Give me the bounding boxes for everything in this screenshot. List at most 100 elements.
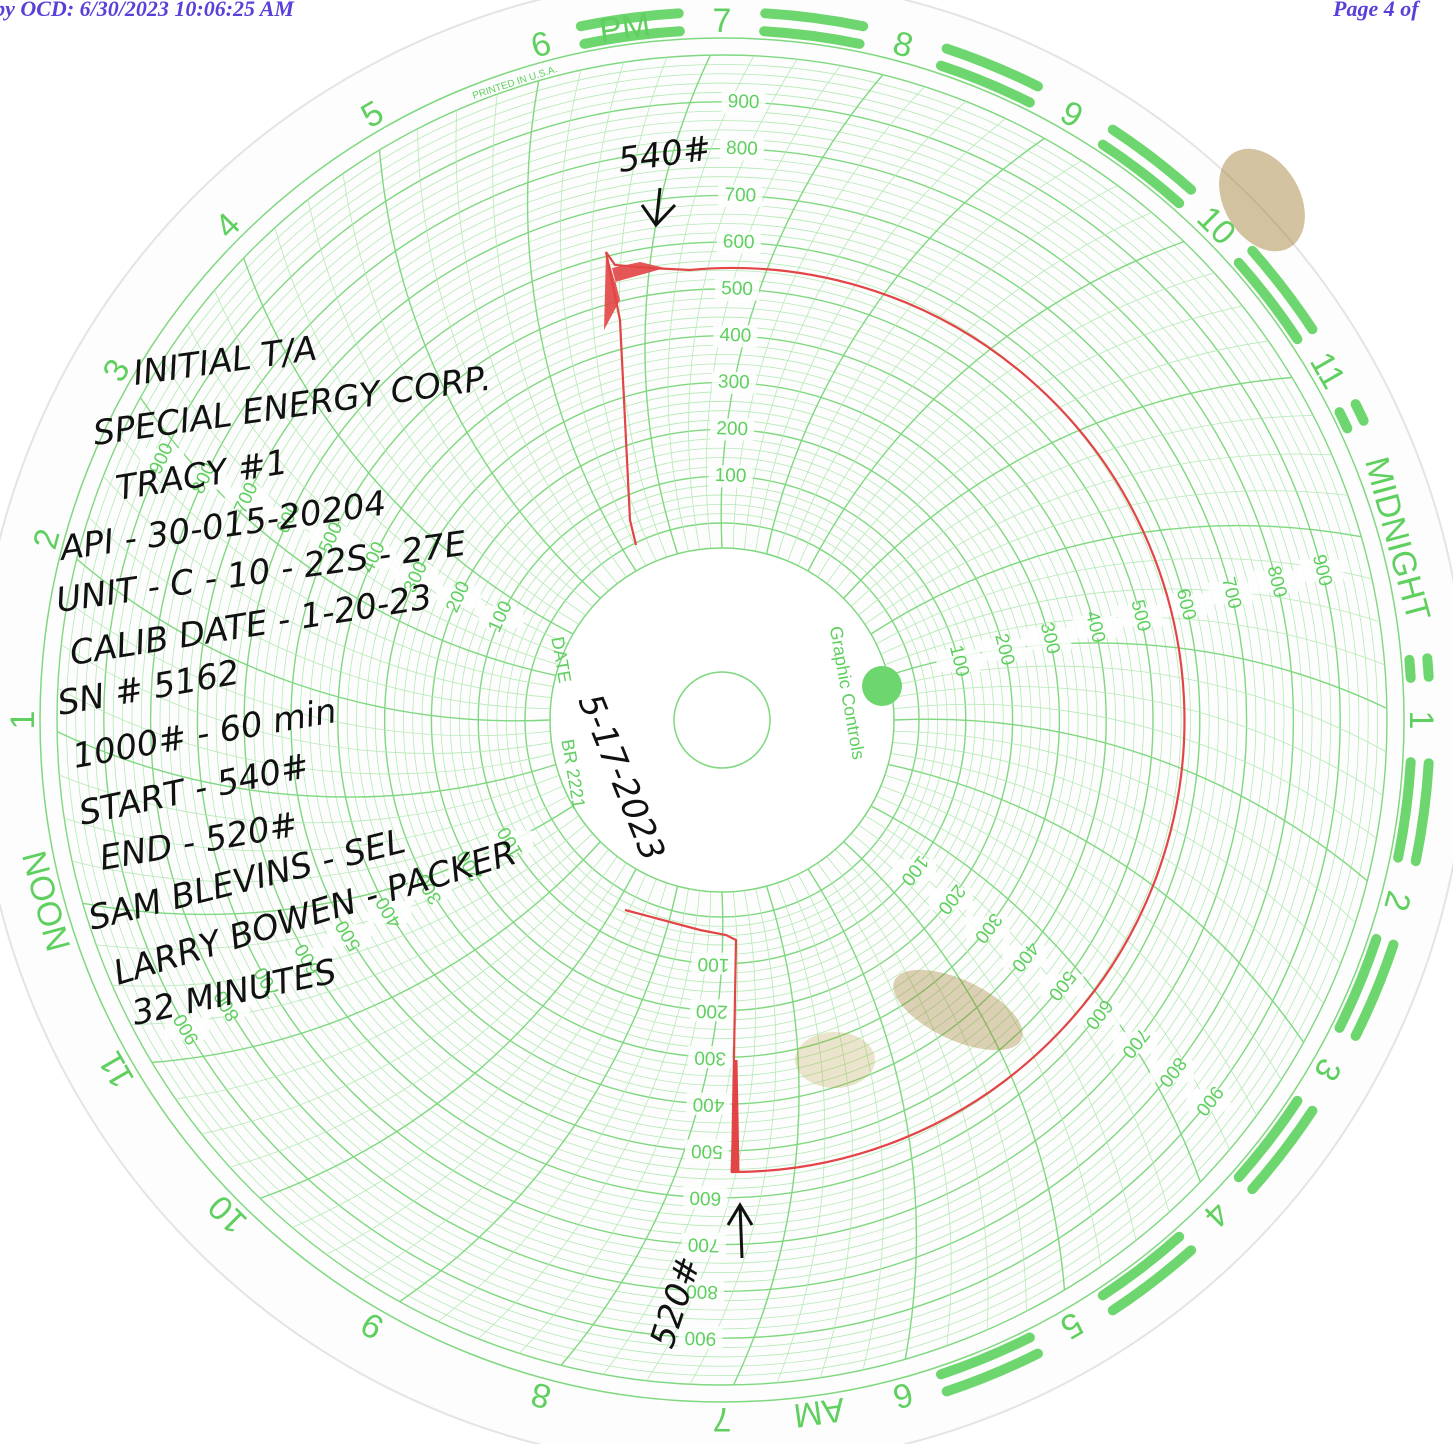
- hour-bar: [1247, 1105, 1318, 1195]
- time-line: [890, 753, 1324, 1004]
- time-line: [399, 885, 679, 1303]
- time-line: [893, 718, 1368, 882]
- scale-label-bg: [1002, 945, 1047, 968]
- hour-bar: [1350, 939, 1399, 1041]
- scale-label-bg: [691, 952, 736, 975]
- time-line: [776, 160, 1082, 558]
- scale-label: 700: [724, 185, 756, 207]
- scale-label-bg: [1208, 582, 1253, 605]
- scale-label-bg: [713, 325, 758, 348]
- scale-label: 700: [687, 1233, 719, 1255]
- time-line: [307, 199, 586, 616]
- page-number: Page 4 of: [1332, 0, 1421, 21]
- scale-label: 300: [718, 371, 750, 393]
- hour-bar: [1107, 1245, 1197, 1316]
- time-line: [72, 795, 568, 882]
- time-line: [858, 453, 1332, 616]
- stain: [893, 969, 1023, 1051]
- time-line: [478, 890, 700, 1340]
- pen-trace-heavy: [730, 1059, 740, 1173]
- time-line: [890, 665, 1387, 753]
- scale-label-bg: [718, 185, 763, 208]
- scale-label: 400: [692, 1093, 724, 1115]
- time-line: [893, 730, 1356, 924]
- scale-label-bg: [719, 138, 764, 161]
- time-line: [88, 516, 551, 710]
- hour-bar: [941, 43, 1043, 92]
- scale-label-bg: [394, 566, 439, 589]
- hour-bar: [1350, 399, 1369, 426]
- pressure-ring: [309, 307, 1135, 1133]
- pen-spike: [604, 252, 665, 330]
- pressure-ring: [262, 260, 1182, 1180]
- scale-label-bg: [715, 278, 760, 301]
- scale-label: 800: [686, 1280, 718, 1302]
- scale-label-bg: [407, 877, 452, 900]
- time-line: [892, 742, 1342, 964]
- hour-label: 7: [713, 2, 732, 40]
- scale-label-bg: [182, 467, 227, 490]
- stain: [795, 1032, 875, 1088]
- pressure-ring: [271, 269, 1173, 1171]
- time-line: [876, 795, 1230, 1150]
- hour-bar: [1233, 257, 1303, 345]
- scale-label-bg: [1117, 604, 1162, 627]
- time-line: [112, 824, 586, 987]
- time-line: [259, 868, 637, 1200]
- time-line: [765, 137, 1045, 555]
- scale-label-bg: [267, 507, 312, 530]
- time-line: [864, 490, 1348, 625]
- time-line: [151, 841, 601, 1064]
- hour-bar: [1233, 1095, 1303, 1183]
- hour-bar: [1097, 139, 1185, 209]
- scale-label-bg: [286, 947, 331, 970]
- scale-label-bg: [165, 1017, 210, 1040]
- time-line: [162, 360, 560, 666]
- time-line: [102, 476, 552, 698]
- brand-logo: [862, 666, 902, 706]
- hub: [673, 671, 771, 769]
- scale-label: 500: [721, 278, 753, 300]
- scale-label-bg: [1149, 1060, 1194, 1083]
- pen-trace: [604, 251, 1186, 1174]
- time-line: [755, 118, 1006, 552]
- time-line: [787, 878, 854, 1378]
- time-line: [76, 558, 551, 722]
- time-line: [880, 588, 1380, 655]
- arrow-down: [640, 187, 677, 228]
- scale-label-bg: [448, 854, 493, 877]
- scale-label-bg: [708, 465, 753, 488]
- scale-label: 900: [684, 1327, 716, 1349]
- stain: [1219, 148, 1305, 252]
- pressure-ring: [178, 176, 1266, 1264]
- scale-label-bg: [351, 546, 396, 569]
- time-line: [242, 257, 574, 635]
- scale-label-bg: [678, 1326, 723, 1349]
- pressure-ring: [365, 363, 1079, 1077]
- time-line: [843, 841, 1066, 1291]
- time-line: [826, 305, 1243, 584]
- hour-bar: [760, 8, 869, 32]
- time-line: [646, 890, 756, 1381]
- scale-label: 800: [726, 138, 758, 160]
- time-line: [378, 149, 601, 599]
- time-line: [776, 882, 826, 1383]
- scale-label-bg: [140, 447, 185, 470]
- time-line: [326, 878, 657, 1255]
- pressure-ring: [131, 129, 1313, 1311]
- pressure-ring: [318, 316, 1126, 1124]
- scale-label: 200: [716, 418, 748, 440]
- scale-label: 600: [689, 1187, 721, 1209]
- time-line: [826, 856, 989, 1330]
- time-line: [688, 59, 798, 550]
- scale-label-bg: [1076, 1002, 1121, 1025]
- hour-bar: [935, 60, 1035, 108]
- hour-bar: [1334, 933, 1382, 1033]
- hour-bar: [1334, 407, 1353, 434]
- pressure-ring: [356, 354, 1088, 1086]
- time-line: [59, 774, 560, 824]
- scale-label-bg: [892, 859, 937, 882]
- time-line: [667, 55, 755, 552]
- chart-marking: PM: [597, 5, 653, 50]
- scale-label: 300: [694, 1046, 726, 1068]
